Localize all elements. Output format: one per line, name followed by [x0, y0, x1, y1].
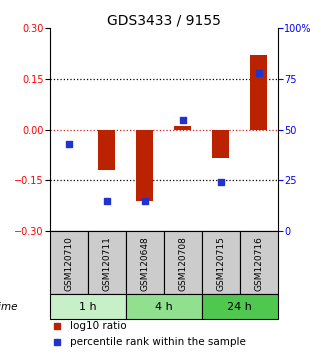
Point: [218, 179, 223, 185]
Polygon shape: [23, 298, 48, 315]
Bar: [126, 231, 164, 294]
Bar: [98, 130, 115, 170]
Bar: [212, 130, 229, 159]
Text: 4 h: 4 h: [155, 302, 173, 312]
Bar: [250, 55, 267, 130]
Point: [142, 198, 147, 204]
Bar: [202, 294, 278, 319]
Text: percentile rank within the sample: percentile rank within the sample: [70, 337, 246, 347]
Point: [256, 70, 261, 76]
Text: log10 ratio: log10 ratio: [70, 321, 127, 331]
Point: [104, 198, 109, 204]
Bar: [50, 231, 88, 294]
Text: GSM120716: GSM120716: [254, 236, 263, 291]
Bar: [126, 294, 202, 319]
Text: GSM120708: GSM120708: [178, 236, 187, 291]
Text: time: time: [0, 302, 18, 312]
Point: [180, 117, 185, 122]
Bar: [240, 231, 278, 294]
Text: GSM120715: GSM120715: [216, 236, 225, 291]
Bar: [202, 231, 240, 294]
Bar: [164, 231, 202, 294]
Bar: [88, 231, 126, 294]
Bar: [50, 294, 126, 319]
Text: GSM120711: GSM120711: [102, 236, 111, 291]
Point: [66, 141, 71, 147]
Text: 1 h: 1 h: [79, 302, 97, 312]
Text: GSM120710: GSM120710: [64, 236, 73, 291]
Bar: [174, 126, 191, 130]
Bar: [136, 130, 153, 201]
Text: 24 h: 24 h: [227, 302, 252, 312]
Text: GSM120648: GSM120648: [140, 236, 149, 291]
Title: GDS3433 / 9155: GDS3433 / 9155: [107, 13, 221, 27]
